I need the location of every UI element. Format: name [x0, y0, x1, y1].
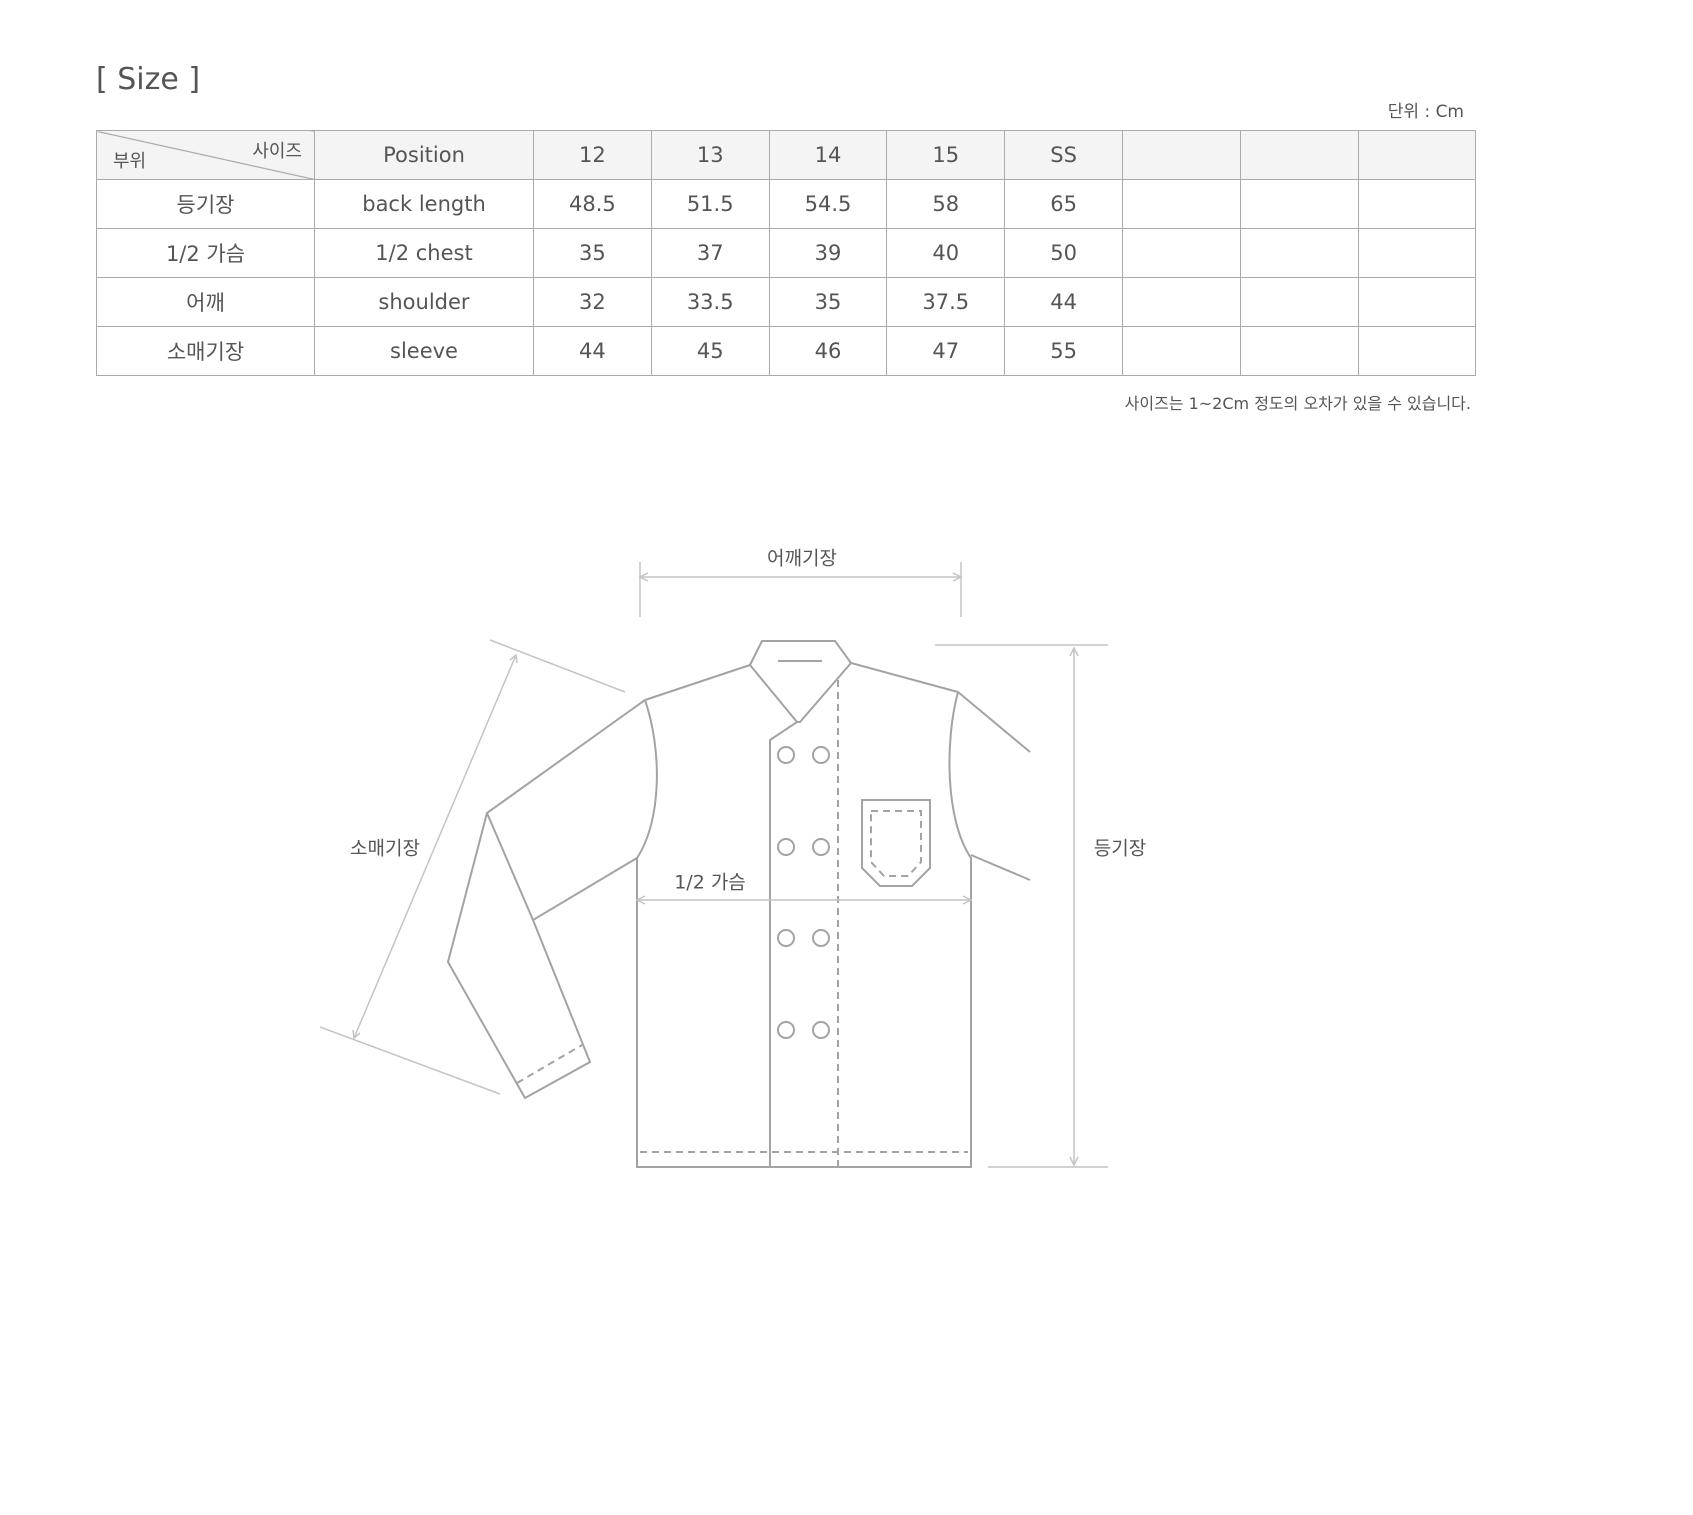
part-cell: 소매기장	[96, 326, 315, 376]
dimension-lines	[319, 562, 1108, 1168]
position-cell: sleeve	[314, 326, 534, 376]
jacket-outline	[446, 640, 1031, 1168]
value-cell: 35	[768, 277, 888, 327]
value-cell: 35	[533, 228, 652, 278]
header-cell: 12	[533, 130, 652, 180]
position-cell: 1/2 chest	[314, 228, 534, 278]
corner-size-label: 사이즈	[252, 141, 302, 162]
value-cell	[1121, 326, 1241, 376]
header-cell: 13	[650, 130, 770, 180]
value-cell: 37.5	[886, 277, 1006, 327]
page-title: [ Size ]	[96, 62, 201, 97]
value-cell: 45	[650, 326, 770, 376]
sleeve-label: 소매기장	[350, 837, 420, 860]
header-cell	[1357, 130, 1477, 180]
value-cell: 40	[886, 228, 1006, 278]
value-cell: 39	[768, 228, 888, 278]
unit-label: 단위 : Cm	[1387, 102, 1464, 122]
chest-label: 1/2 가슴	[674, 871, 746, 894]
value-cell	[1239, 326, 1359, 376]
table-row: 어깨 shoulder 32 33.5 35 37.5 44	[96, 277, 1477, 327]
header-cell	[1121, 130, 1241, 180]
value-cell	[1357, 179, 1477, 229]
position-cell: back length	[314, 179, 534, 229]
table-row: 등기장 back length 48.5 51.5 54.5 58 65	[96, 179, 1477, 229]
tolerance-note: 사이즈는 1~2Cm 정도의 오차가 있을 수 있습니다.	[1124, 394, 1471, 413]
value-cell: 48.5	[533, 179, 652, 229]
buttons	[777, 746, 830, 1039]
shoulder-label: 어깨기장	[767, 547, 837, 570]
size-table: 사이즈 부위 Position 12 13 14 15 SS 등기장 back length…	[96, 130, 1477, 376]
value-cell	[1239, 277, 1359, 327]
header-cell: 14	[768, 130, 888, 180]
value-cell	[1239, 179, 1359, 229]
back-length-label: 등기장	[1093, 837, 1147, 860]
table-row: 소매기장 sleeve 44 45 46 47 55	[96, 326, 1477, 376]
position-cell: shoulder	[314, 277, 534, 327]
value-cell	[1239, 228, 1359, 278]
value-cell: 51.5	[650, 179, 770, 229]
part-cell: 1/2 가슴	[96, 228, 315, 278]
value-cell	[1121, 228, 1241, 278]
header-cell: SS	[1004, 130, 1123, 180]
header-cell: Position	[314, 130, 534, 180]
part-cell: 등기장	[96, 179, 315, 229]
value-cell	[1357, 326, 1477, 376]
value-cell: 47	[886, 326, 1006, 376]
value-cell: 58	[886, 179, 1006, 229]
corner-cell: 사이즈 부위	[96, 130, 315, 180]
value-cell: 33.5	[650, 277, 770, 327]
value-cell: 50	[1004, 228, 1123, 278]
value-cell: 65	[1004, 179, 1123, 229]
value-cell: 44	[533, 326, 652, 376]
header-row: 사이즈 부위 Position 12 13 14 15 SS	[96, 130, 1477, 180]
header-cell	[1239, 130, 1359, 180]
corner-part-label: 부위	[113, 151, 147, 172]
value-cell: 55	[1004, 326, 1123, 376]
part-cell: 어깨	[96, 277, 315, 327]
stitch-lines	[516, 680, 968, 1167]
value-cell: 32	[533, 277, 652, 327]
